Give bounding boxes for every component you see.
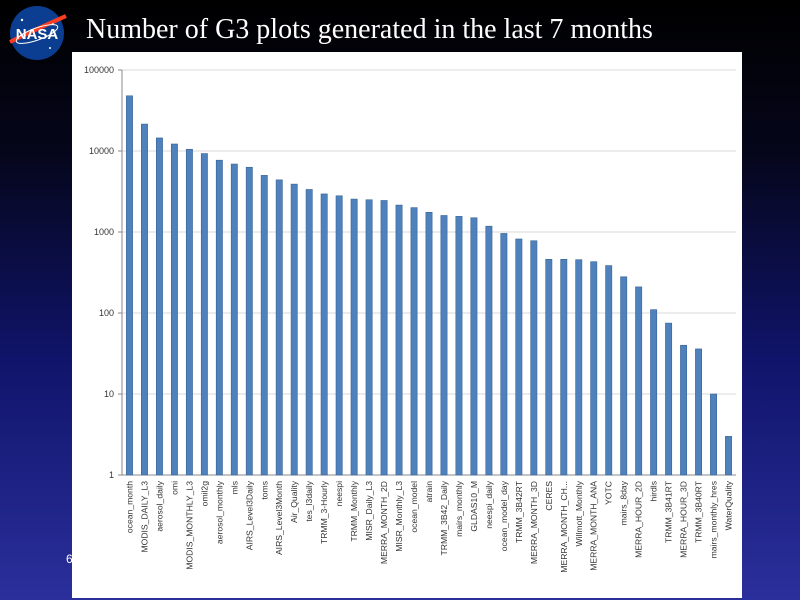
logo-text: NASA (16, 26, 59, 43)
slide-title: Number of G3 plots generated in the last… (86, 14, 653, 45)
bar (470, 217, 478, 476)
category-label: CERES (544, 481, 554, 511)
bar (320, 193, 328, 476)
category-label: mls (229, 481, 239, 494)
category-label: omi (169, 481, 179, 495)
category-label: hirdls (649, 481, 659, 502)
bar (440, 215, 448, 476)
slide-number: 6 (66, 552, 73, 566)
bar (260, 175, 268, 476)
bar (365, 199, 373, 476)
category-label: MERRA_MONTH_3D (529, 481, 539, 564)
bar (380, 200, 388, 476)
category-label: MISR_Daily_L3 (364, 481, 374, 541)
bar (141, 123, 148, 476)
bar (200, 153, 208, 476)
bar (725, 436, 732, 476)
bar (560, 259, 568, 476)
bar (395, 204, 403, 476)
category-label: ocean_model_day (499, 480, 509, 551)
category-label: WaterQuality (724, 480, 734, 530)
logo-circle (10, 6, 64, 60)
bar-chart: 1 10 100 1000 10000 100000 ocean_month MODIS_DA… (84, 65, 736, 573)
y-tick-label: 1000 (94, 227, 114, 237)
category-label: MERRA_HOUR_3D (679, 481, 689, 558)
bar (350, 198, 358, 476)
bar (335, 195, 343, 476)
category-label: Air_Quality (289, 480, 299, 523)
bar (275, 179, 283, 476)
category-label: mairs_8day (619, 480, 629, 525)
bar (455, 216, 463, 476)
bar (635, 286, 643, 476)
category-label: TRMM_3B42RT (514, 480, 524, 543)
bar (410, 207, 418, 476)
bar (590, 261, 598, 476)
category-label: TRMM_3B41RT (664, 480, 674, 543)
category-label: MERRA_HOUR_2D (634, 481, 644, 558)
bar (215, 159, 223, 476)
category-label: MERRA_MONTH_ANA (589, 481, 599, 571)
bar (500, 233, 508, 476)
bar (425, 212, 433, 476)
bar (230, 163, 238, 476)
category-label: GLDAS10_M (469, 481, 479, 532)
bar (515, 238, 523, 476)
category-label: omil2g (199, 481, 209, 507)
category-label: mairs_monthly (454, 480, 464, 537)
chart-panel: 1 10 100 1000 10000 100000 ocean_month MODIS_DA… (72, 52, 742, 598)
category-label: aerosol_daily (154, 480, 164, 531)
bar (680, 344, 688, 476)
category-label: TRMM_Monthly (349, 480, 359, 541)
bar (545, 259, 553, 476)
bar (245, 166, 253, 476)
bar (605, 265, 613, 476)
category-label: ocean_model (409, 481, 419, 533)
category-label: tes_l3daily (304, 480, 314, 521)
y-tick-label: 100 (99, 308, 114, 318)
category-label: MERRA_MONTH_2D (379, 481, 389, 564)
bar (650, 309, 658, 476)
category-label: aerosol_monthly (214, 480, 224, 544)
category-label: toms (259, 481, 269, 500)
y-tick-label: 1 (109, 470, 114, 480)
category-label: ocean_month (124, 481, 134, 533)
bar (126, 95, 133, 476)
bar (155, 137, 163, 476)
category-label: TRMM_3B42_Daily (439, 480, 449, 555)
category-label: YOTC (604, 481, 614, 505)
bar (710, 393, 717, 476)
y-tick-label: 10 (104, 389, 114, 399)
y-tick-label: 10000 (89, 146, 114, 156)
category-label: AIRS_Level3Daily (244, 480, 254, 550)
category-label: neespi_daily (484, 480, 494, 528)
category-label: AIRS_Level3Month (274, 481, 284, 555)
bar (305, 189, 313, 476)
category-label: MISR_Monthly_L3 (394, 481, 404, 552)
bar (575, 259, 583, 476)
bar (620, 276, 628, 476)
bar (170, 143, 178, 476)
category-label: MODIS_MONTHLY_L3 (184, 481, 194, 570)
category-label: atrain (424, 481, 434, 503)
logo-vector (9, 14, 67, 44)
y-tick-label: 100000 (84, 65, 114, 75)
bar (695, 348, 703, 476)
category-label: MERRA_MONTH_CH... (559, 481, 569, 573)
category-label: TRMM_3-Hourly (319, 480, 329, 544)
bar (290, 183, 298, 476)
category-label: MODIS_DAILY_L3 (139, 481, 149, 553)
bar (185, 148, 193, 476)
bar (485, 225, 493, 476)
category-label: neespi (334, 481, 344, 506)
category-label: mairs_monthly_hres (709, 481, 719, 558)
nasa-logo-icon: NASA (9, 6, 67, 60)
category-label: TRMM_3B40RT (694, 480, 704, 543)
bar (665, 322, 673, 476)
bar (530, 240, 538, 476)
category-label: Willmott_Monthly (574, 480, 584, 546)
